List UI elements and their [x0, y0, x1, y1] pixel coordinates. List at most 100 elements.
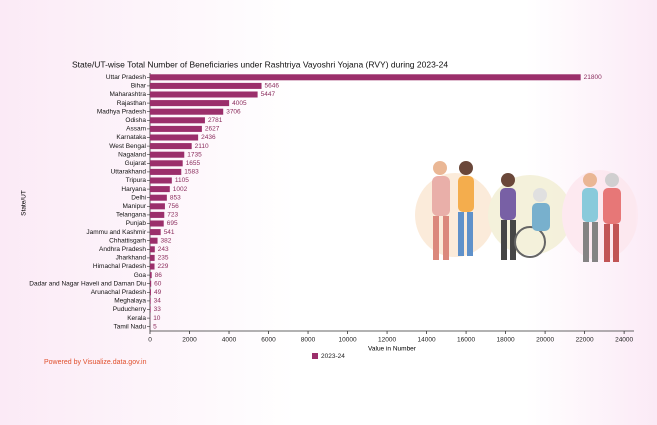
x-tick-label: 0 [148, 337, 152, 344]
y-tick-label: Himachal Pradesh [93, 263, 146, 270]
value-label: 5447 [261, 91, 276, 98]
value-label: 853 [170, 194, 181, 201]
value-label: 2627 [205, 126, 220, 133]
illustration [415, 161, 638, 262]
bar [150, 125, 202, 132]
x-tick-label: 10000 [339, 337, 357, 344]
y-tick-label: Uttar Pradesh [106, 74, 146, 81]
y-tick-label: Telangana [116, 212, 146, 219]
x-tick-label: 14000 [418, 337, 436, 344]
value-label: 1105 [175, 177, 189, 184]
y-tick-label: Dadar and Nagar Haveli and Daman Diu [29, 280, 146, 287]
y-tick-label: West Bengal [109, 143, 146, 150]
value-label: 2436 [201, 134, 216, 141]
value-label: 695 [167, 220, 178, 227]
value-label: 21800 [584, 74, 602, 81]
bar [150, 177, 172, 184]
bar [150, 203, 165, 210]
bar [150, 151, 185, 158]
y-tick-label: Madhya Pradesh [97, 108, 147, 115]
legend-label: 2023-24 [321, 353, 345, 360]
y-tick-label: Assam [126, 126, 146, 133]
x-tick-label: 18000 [497, 337, 515, 344]
y-tick-label: Goa [134, 272, 147, 279]
y-tick-label: Jammu and Kashmir [86, 229, 146, 236]
y-axis-label: State/UT [21, 190, 28, 216]
value-label: 1655 [186, 160, 201, 167]
value-label: 86 [155, 272, 163, 279]
x-tick-label: 6000 [261, 337, 276, 344]
bar [150, 272, 152, 279]
value-label: 3706 [226, 108, 241, 115]
bar [150, 246, 155, 253]
bar [150, 82, 262, 89]
bar [150, 143, 192, 150]
value-label: 33 [154, 306, 162, 313]
value-label: 243 [158, 246, 169, 253]
bar [150, 186, 170, 193]
bar [150, 306, 151, 313]
value-label: 229 [158, 263, 169, 270]
y-tick-label: Andhra Pradesh [99, 246, 146, 253]
bar [150, 254, 155, 261]
value-label: 723 [167, 212, 178, 219]
bar [150, 280, 152, 287]
value-label: 34 [154, 298, 162, 305]
value-label: 1735 [187, 151, 202, 158]
chart-title: State/UT-wise Total Number of Beneficiar… [72, 59, 448, 69]
value-label: 4005 [232, 100, 247, 107]
y-tick-label: Punjab [126, 220, 147, 227]
value-label: 1583 [184, 169, 199, 176]
bar [150, 297, 151, 304]
bar [150, 289, 151, 296]
x-tick-label: 16000 [457, 337, 475, 344]
y-tick-label: Tamil Nadu [113, 323, 146, 330]
x-tick-label: 24000 [615, 337, 633, 344]
x-axis-label: Value in Number [368, 346, 417, 353]
bar [150, 229, 161, 236]
x-tick-label: 8000 [301, 337, 316, 344]
y-tick-label: Nagaland [118, 151, 146, 158]
legend-swatch [312, 353, 318, 359]
y-tick-label: Maharashtra [110, 91, 147, 98]
y-tick-label: Odisha [125, 117, 146, 124]
value-label: 5646 [265, 83, 280, 90]
value-label: 2781 [208, 117, 223, 124]
bar [150, 160, 183, 167]
y-tick-label: Bihar [131, 83, 147, 90]
bar [150, 194, 167, 201]
footer: Powered by Visualize.data.gov.in [44, 359, 147, 366]
y-tick-label: Jharkhand [116, 255, 147, 262]
bar [150, 108, 224, 115]
y-tick-label: Kerala [127, 315, 146, 322]
x-tick-label: 4000 [222, 337, 237, 344]
value-label: 235 [158, 255, 169, 262]
y-tick-label: Manipur [123, 203, 147, 210]
value-label: 1002 [173, 186, 188, 193]
y-tick-label: Gujarat [125, 160, 147, 167]
bar [150, 134, 199, 141]
y-tick-label: Chhattisgarh [109, 237, 146, 244]
bar [150, 237, 158, 244]
value-label: 2110 [195, 143, 209, 150]
value-label: 10 [153, 315, 161, 322]
bar [150, 263, 155, 270]
bar [150, 168, 182, 175]
value-label: 756 [168, 203, 179, 210]
x-tick-label: 22000 [576, 337, 594, 344]
y-tick-label: Karnataka [116, 134, 146, 141]
value-label: 382 [161, 237, 172, 244]
value-label: 5 [153, 323, 157, 330]
y-tick-label: Delhi [131, 194, 146, 201]
bar [150, 117, 205, 124]
y-tick-label: Rajasthan [117, 100, 147, 107]
bar [150, 100, 230, 107]
y-tick-label: Puducherry [113, 306, 147, 313]
value-label: 60 [154, 280, 162, 287]
y-tick-label: Haryana [121, 186, 146, 193]
y-tick-label: Tripura [126, 177, 147, 184]
bar [150, 74, 581, 81]
value-label: 49 [154, 289, 162, 296]
